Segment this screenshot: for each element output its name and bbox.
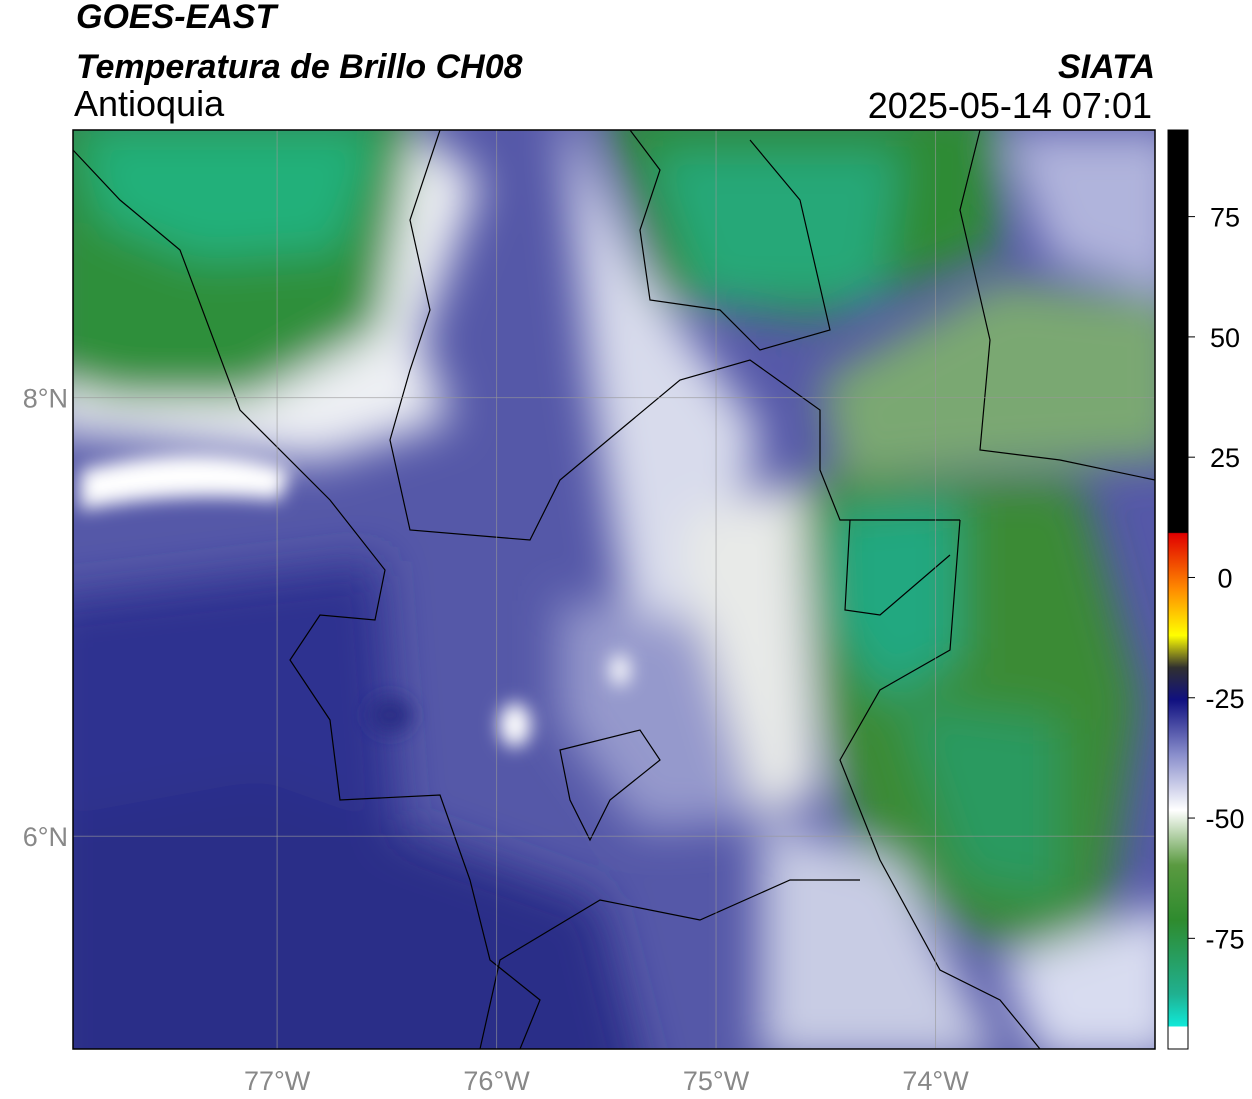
colorbar-tick-label: 75 — [1210, 203, 1240, 233]
source: SIATA — [1058, 48, 1155, 86]
colorbar-tick-label: 0 — [1217, 563, 1232, 593]
satellite-image — [73, 130, 1155, 1049]
colorbar-tick-label: -75 — [1205, 924, 1244, 954]
y-tick-label: 8°N — [23, 384, 68, 414]
colorbar-tick-label: 50 — [1210, 323, 1240, 353]
x-tick-label: 77°W — [244, 1066, 311, 1096]
y-tick-label: 6°N — [23, 822, 68, 852]
colorbar-tick-label: -50 — [1205, 804, 1244, 834]
title: GOES-EAST — [76, 0, 279, 36]
grid — [73, 130, 1155, 1049]
colorbar — [1167, 129, 1189, 1050]
timestamp: 2025-05-14 07:01 — [868, 85, 1152, 126]
colorbar-tick-label: 25 — [1210, 443, 1240, 473]
x-tick-label: 76°W — [463, 1066, 530, 1096]
region: Antioquia — [74, 83, 225, 124]
subtitle: Temperatura de Brillo CH08 — [76, 48, 523, 86]
map-frame — [72, 129, 1156, 1050]
x-tick-label: 74°W — [902, 1066, 969, 1096]
colorbar-tick-label: -25 — [1205, 684, 1244, 714]
x-tick-label: 75°W — [683, 1066, 750, 1096]
